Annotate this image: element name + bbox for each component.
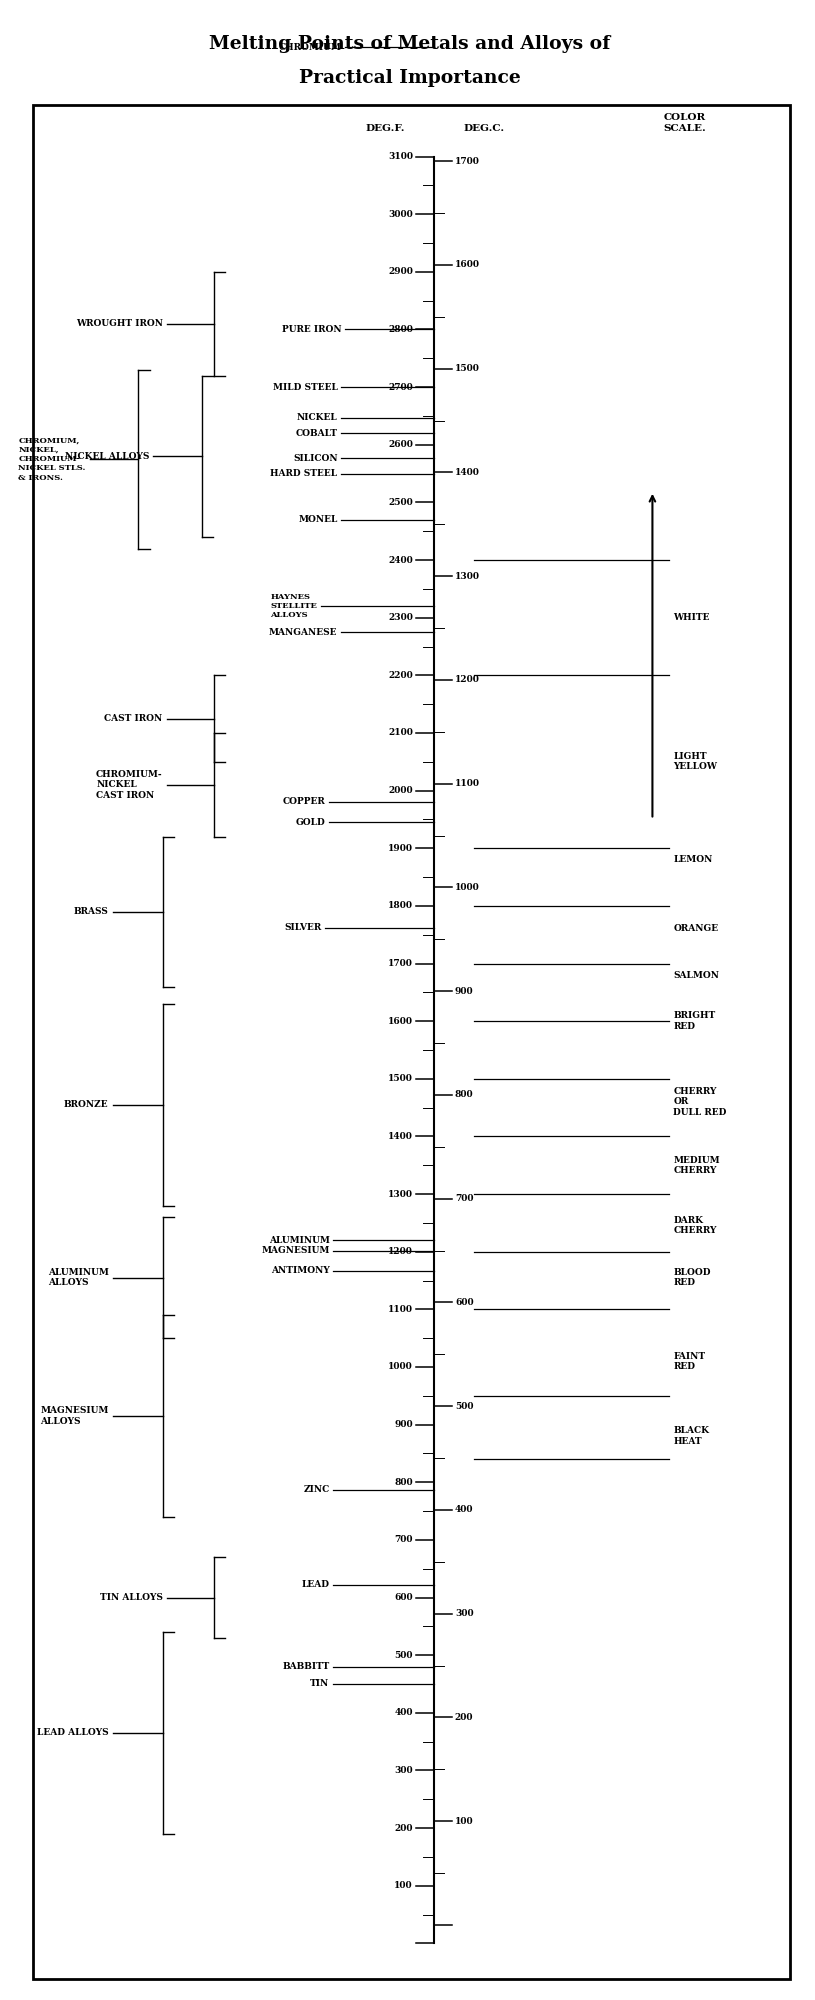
Text: COPPER: COPPER: [283, 798, 325, 806]
Text: 1100: 1100: [455, 780, 480, 788]
Text: 1400: 1400: [388, 1132, 413, 1140]
Text: TIN ALLOYS: TIN ALLOYS: [100, 1594, 163, 1602]
Text: 3100: 3100: [388, 152, 413, 162]
Text: 200: 200: [394, 1824, 413, 1832]
Text: 1000: 1000: [388, 1362, 413, 1372]
Text: Practical Importance: Practical Importance: [299, 68, 521, 86]
Text: 1500: 1500: [455, 364, 480, 374]
Text: GOLD: GOLD: [296, 818, 325, 826]
Text: MANGANESE: MANGANESE: [269, 628, 337, 636]
Text: CHROMIUM,
NICKEL,
CHROMIUM-
NICKEL STLS.
& IRONS.: CHROMIUM, NICKEL, CHROMIUM- NICKEL STLS.…: [19, 436, 86, 482]
Text: ALUMINUM
ALLOYS: ALUMINUM ALLOYS: [47, 1268, 108, 1288]
Text: 2100: 2100: [388, 728, 413, 738]
Text: 3000: 3000: [388, 210, 413, 218]
Text: ALUMINUM: ALUMINUM: [269, 1236, 329, 1244]
Text: 2800: 2800: [388, 324, 413, 334]
Text: 500: 500: [455, 1402, 474, 1410]
Text: 600: 600: [394, 1594, 413, 1602]
Text: LIGHT
YELLOW: LIGHT YELLOW: [673, 752, 717, 772]
Text: WROUGHT IRON: WROUGHT IRON: [76, 320, 163, 328]
Text: ANTIMONY: ANTIMONY: [271, 1266, 329, 1276]
Text: CAST IRON: CAST IRON: [104, 714, 163, 724]
Text: LEAD ALLOYS: LEAD ALLOYS: [37, 1728, 108, 1738]
Text: BABBITT: BABBITT: [282, 1662, 329, 1672]
Text: 900: 900: [394, 1420, 413, 1430]
Text: 900: 900: [455, 986, 474, 996]
Text: 1600: 1600: [455, 260, 480, 270]
Text: CHROMIUM: CHROMIUM: [279, 42, 341, 52]
Text: LEMON: LEMON: [673, 856, 713, 864]
Text: PURE IRON: PURE IRON: [282, 324, 341, 334]
Text: 1500: 1500: [388, 1074, 413, 1084]
Text: 200: 200: [455, 1712, 474, 1722]
Text: BRONZE: BRONZE: [64, 1100, 108, 1110]
Text: 700: 700: [394, 1536, 413, 1544]
Text: TIN: TIN: [311, 1680, 329, 1688]
Text: 2400: 2400: [388, 556, 413, 564]
Text: 1900: 1900: [388, 844, 413, 852]
Text: CHERRY
OR
DULL RED: CHERRY OR DULL RED: [673, 1086, 727, 1116]
Text: LEAD: LEAD: [302, 1580, 329, 1590]
Text: 100: 100: [394, 1882, 413, 1890]
Text: 300: 300: [455, 1610, 474, 1618]
Text: CHROMIUM-
NICKEL
CAST IRON: CHROMIUM- NICKEL CAST IRON: [96, 770, 163, 800]
Text: 400: 400: [394, 1708, 413, 1718]
Text: DEG.F.: DEG.F.: [366, 124, 405, 132]
Text: Melting Points of Metals and Alloys of: Melting Points of Metals and Alloys of: [209, 34, 610, 52]
Text: HAYNES
STELLITE
ALLOYS: HAYNES STELLITE ALLOYS: [271, 592, 317, 620]
Text: BRIGHT
RED: BRIGHT RED: [673, 1012, 716, 1030]
Text: 1700: 1700: [388, 960, 413, 968]
Text: 800: 800: [455, 1090, 474, 1100]
Text: HARD STEEL: HARD STEEL: [271, 470, 337, 478]
Text: DARK
CHERRY: DARK CHERRY: [673, 1216, 717, 1236]
Text: 2300: 2300: [388, 614, 413, 622]
Text: MONEL: MONEL: [298, 516, 337, 524]
Text: 2700: 2700: [388, 382, 413, 392]
Text: 600: 600: [455, 1298, 474, 1306]
Text: FAINT
RED: FAINT RED: [673, 1352, 706, 1370]
Text: BLOOD
RED: BLOOD RED: [673, 1268, 711, 1288]
Text: SILVER: SILVER: [284, 924, 321, 932]
Text: SALMON: SALMON: [673, 970, 720, 980]
Text: 1300: 1300: [455, 572, 480, 580]
Text: ZINC: ZINC: [303, 1486, 329, 1494]
Text: 800: 800: [394, 1478, 413, 1486]
Text: NICKEL: NICKEL: [297, 414, 337, 422]
Text: SILICON: SILICON: [293, 454, 337, 462]
Text: COLOR
SCALE.: COLOR SCALE.: [663, 114, 706, 132]
Text: MAGNESIUM: MAGNESIUM: [261, 1246, 329, 1256]
Text: BRASS: BRASS: [74, 908, 108, 916]
Text: 700: 700: [455, 1194, 474, 1204]
Text: 1300: 1300: [388, 1190, 413, 1198]
Text: MEDIUM
CHERRY: MEDIUM CHERRY: [673, 1156, 720, 1174]
Text: BLACK
HEAT: BLACK HEAT: [673, 1426, 710, 1446]
Text: COBALT: COBALT: [296, 428, 337, 438]
Text: 1000: 1000: [455, 882, 480, 892]
Text: 1700: 1700: [455, 156, 480, 166]
Text: 400: 400: [455, 1506, 474, 1514]
Text: WHITE: WHITE: [673, 614, 710, 622]
Text: 2600: 2600: [388, 440, 413, 450]
Text: MAGNESIUM
ALLOYS: MAGNESIUM ALLOYS: [40, 1406, 108, 1426]
Text: 1200: 1200: [455, 676, 480, 684]
Text: 1400: 1400: [455, 468, 480, 476]
Text: MILD STEEL: MILD STEEL: [273, 382, 337, 392]
Text: NICKEL ALLOYS: NICKEL ALLOYS: [64, 452, 149, 460]
Text: 100: 100: [455, 1816, 474, 1826]
Text: 1600: 1600: [388, 1016, 413, 1026]
Text: 500: 500: [394, 1650, 413, 1660]
Text: 1100: 1100: [388, 1304, 413, 1314]
Text: 2000: 2000: [388, 786, 413, 796]
Text: DEG.C.: DEG.C.: [464, 124, 504, 132]
Text: 2900: 2900: [388, 268, 413, 276]
Text: ORANGE: ORANGE: [673, 924, 719, 934]
Text: 1800: 1800: [388, 902, 413, 910]
Text: 300: 300: [394, 1766, 413, 1774]
Text: 2200: 2200: [388, 670, 413, 680]
Text: 2500: 2500: [388, 498, 413, 506]
Text: 1200: 1200: [388, 1248, 413, 1256]
